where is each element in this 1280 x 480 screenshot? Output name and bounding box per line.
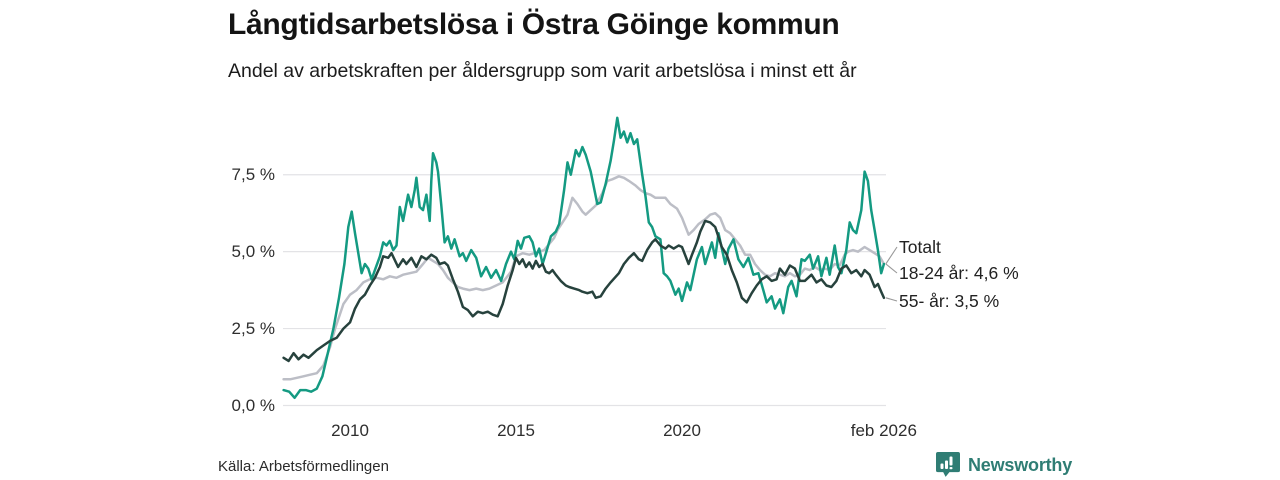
- series-line-55-r: [282, 219, 886, 363]
- y-axis-tick-5: 5,0 %: [231, 241, 275, 261]
- y-axis-tick-0: 0,0 %: [231, 395, 275, 415]
- label-leader-1: [885, 263, 898, 274]
- x-axis-tick-feb-2026: feb 2026: [850, 421, 917, 440]
- chart-subtitle: Andel av arbetskraften per åldersgrupp s…: [228, 60, 857, 82]
- series-end-label-totalt: Totalt: [899, 237, 941, 257]
- x-axis-tick-2015: 2015: [497, 421, 535, 440]
- series-line-18-24-r: [282, 116, 886, 400]
- label-leader-0: [885, 246, 898, 265]
- brand-name: Newsworthy: [968, 454, 1073, 475]
- y-axis-tick-2.5: 2,5 %: [231, 318, 275, 338]
- series-end-label-55: 55- år: 3,5 %: [899, 291, 1000, 311]
- brand-logo: Newsworthy: [936, 450, 1072, 480]
- page-title: Långtidsarbetslösa i Östra Göinge kommun: [228, 8, 840, 41]
- label-leader-2: [885, 297, 898, 302]
- series-end-label-18-24: 18-24 år: 4,6 %: [899, 263, 1019, 283]
- x-axis-tick-2010: 2010: [331, 421, 369, 440]
- y-axis-tick-7.5: 7,5 %: [231, 164, 275, 184]
- x-axis-tick-2020: 2020: [663, 421, 701, 440]
- newsworthy-logo-icon: [936, 451, 960, 477]
- source-note: Källa: Arbetsförmedlingen: [218, 458, 389, 475]
